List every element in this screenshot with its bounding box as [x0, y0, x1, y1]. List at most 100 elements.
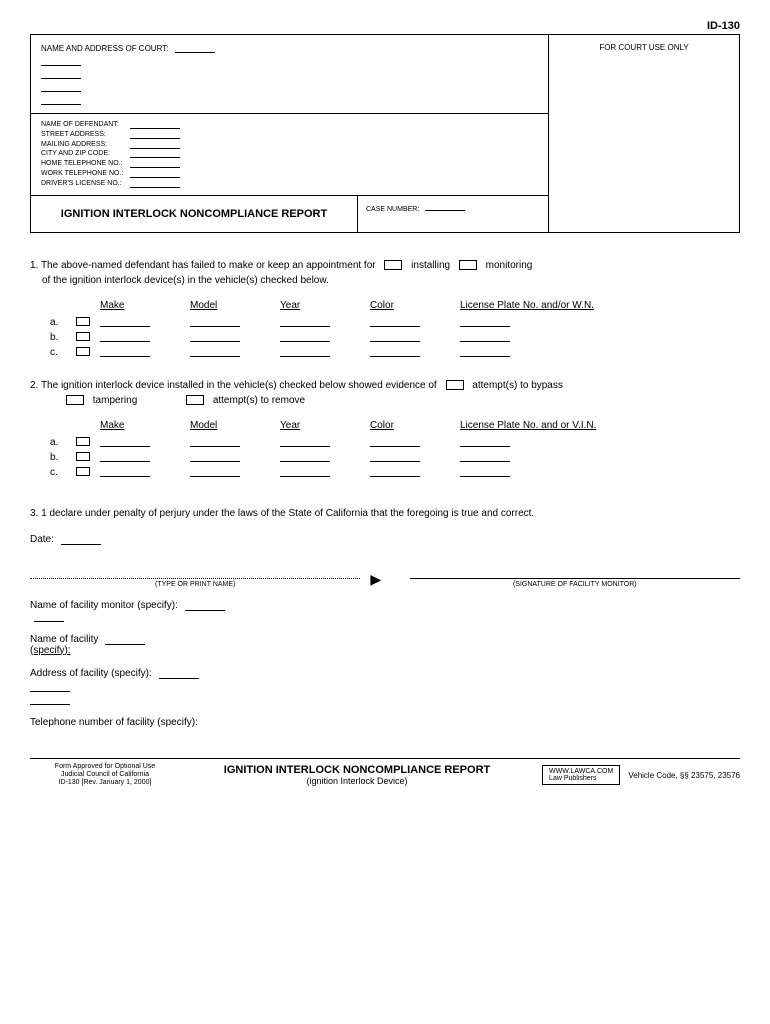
- court-field[interactable]: [175, 43, 215, 53]
- remove-label: attempt(s) to remove: [213, 395, 305, 406]
- vehicle-table-2: Make Model Year Color License Plate No. …: [50, 420, 740, 478]
- sig-left: (TYPE OR PRINT NAME): [30, 565, 360, 588]
- vt1-a-color[interactable]: [370, 317, 420, 327]
- row-a-label: a.: [50, 317, 70, 328]
- vt1-a-make[interactable]: [100, 317, 150, 327]
- vt2-a-check[interactable]: [76, 437, 90, 446]
- footer-subtitle: (ignition Interlock Device): [180, 776, 534, 786]
- remove-checkbox[interactable]: [186, 395, 204, 405]
- vt2-b-make[interactable]: [100, 452, 150, 462]
- facility-monitor-field2[interactable]: [34, 612, 64, 622]
- row-b-label: b.: [50, 332, 70, 343]
- vh-model: Model: [190, 300, 280, 311]
- vt1-row-b: b.: [50, 332, 740, 343]
- monitoring-checkbox[interactable]: [459, 260, 477, 270]
- vt2-a-model[interactable]: [190, 437, 240, 447]
- vt2-a-year[interactable]: [280, 437, 330, 447]
- row2-a-label: a.: [50, 437, 70, 448]
- vt2-c-model[interactable]: [190, 467, 240, 477]
- footer-approved-1: Form Approved for Optional Use: [30, 763, 180, 771]
- def-cityzip-field[interactable]: [130, 149, 180, 158]
- vt1-c-year[interactable]: [280, 347, 330, 357]
- court-line-2[interactable]: [41, 69, 81, 79]
- facility-address-field2[interactable]: [30, 682, 70, 692]
- vt2-c-check[interactable]: [76, 467, 90, 476]
- court-use-box: FOR COURT USE ONLY: [549, 35, 739, 232]
- facility-name-field[interactable]: [105, 635, 145, 645]
- item2-text: 2. The ignition interlock device install…: [30, 378, 740, 408]
- vt1-a-year[interactable]: [280, 317, 330, 327]
- footer-box-2: Law Publishers: [549, 775, 613, 782]
- footer-title: IGNITION INTERLOCK NONCOMPLIANCE REPORT: [180, 764, 534, 776]
- vt2-b-plate[interactable]: [460, 452, 510, 462]
- def-dl-field[interactable]: [130, 179, 180, 188]
- vt2-c-color[interactable]: [370, 467, 420, 477]
- signature-caption: (SIGNATURE OF FACILITY MONITOR): [410, 581, 740, 588]
- facility-name-label-a: Name of facility: [30, 634, 98, 645]
- case-box: CASE NUMBER:: [358, 196, 548, 232]
- def-hometel-field[interactable]: [130, 159, 180, 168]
- def-mailing-field[interactable]: [130, 140, 180, 149]
- bypass-checkbox[interactable]: [446, 380, 464, 390]
- facility-address-row: Address of facility (specify):: [30, 668, 740, 705]
- def-mailing-label: MAILING ADDRESS:: [41, 140, 126, 150]
- vt1-c-plate[interactable]: [460, 347, 510, 357]
- item3-text: 3. 1 declare under penalty of perjury un…: [30, 508, 740, 519]
- vt1-row-a: a.: [50, 317, 740, 328]
- vt2-c-year[interactable]: [280, 467, 330, 477]
- vt2-c-plate[interactable]: [460, 467, 510, 477]
- vt1-b-color[interactable]: [370, 332, 420, 342]
- facility-address-field[interactable]: [159, 669, 199, 679]
- def-street-field[interactable]: [130, 130, 180, 139]
- date-label: Date:: [30, 534, 54, 545]
- item1-text-b: of the ignition interlock device(s) in t…: [42, 275, 329, 286]
- vt2-a-make[interactable]: [100, 437, 150, 447]
- monitoring-label: monitoring: [486, 260, 533, 271]
- court-line-4[interactable]: [41, 95, 81, 105]
- vt1-c-color[interactable]: [370, 347, 420, 357]
- vh-make: Make: [100, 300, 190, 311]
- footer-approved-2: Judicial Council of California: [30, 771, 180, 779]
- installing-checkbox[interactable]: [384, 260, 402, 270]
- vt1-c-make[interactable]: [100, 347, 150, 357]
- vt1-c-model[interactable]: [190, 347, 240, 357]
- vt2-b-color[interactable]: [370, 452, 420, 462]
- row-c-label: c.: [50, 347, 70, 358]
- facility-monitor-field[interactable]: [185, 601, 225, 611]
- tampering-checkbox[interactable]: [66, 395, 84, 405]
- facility-address-field3[interactable]: [30, 695, 70, 705]
- def-name-field[interactable]: [130, 120, 180, 129]
- signature-line[interactable]: [410, 565, 740, 579]
- vt2-c-make[interactable]: [100, 467, 150, 477]
- vehicle-table-1: Make Model Year Color License Plate No. …: [50, 300, 740, 358]
- vt2-a-color[interactable]: [370, 437, 420, 447]
- vt1-a-check[interactable]: [76, 317, 90, 326]
- vt1-a-model[interactable]: [190, 317, 240, 327]
- court-line-3[interactable]: [41, 82, 81, 92]
- vt1-b-plate[interactable]: [460, 332, 510, 342]
- vt1-a-plate[interactable]: [460, 317, 510, 327]
- vt2-b-model[interactable]: [190, 452, 240, 462]
- vt2-a-plate[interactable]: [460, 437, 510, 447]
- vt1-b-check[interactable]: [76, 332, 90, 341]
- vt2-b-year[interactable]: [280, 452, 330, 462]
- court-line-1[interactable]: [41, 56, 81, 66]
- vt2-b-check[interactable]: [76, 452, 90, 461]
- court-use-label: FOR COURT USE ONLY: [599, 43, 688, 52]
- case-field[interactable]: [425, 202, 465, 211]
- def-worktel-label: WORK TELEPHONE NO.:: [41, 169, 126, 179]
- vt2-header: Make Model Year Color License Plate No. …: [50, 420, 740, 431]
- installing-label: installing: [411, 260, 450, 271]
- vt1-b-year[interactable]: [280, 332, 330, 342]
- date-field[interactable]: [61, 535, 101, 545]
- printed-name-line[interactable]: [30, 565, 360, 579]
- signature-row: (TYPE OR PRINT NAME) ▶ (SIGNATURE OF FAC…: [30, 565, 740, 588]
- vt1-b-model[interactable]: [190, 332, 240, 342]
- case-label: CASE NUMBER:: [366, 206, 419, 213]
- vt1-b-make[interactable]: [100, 332, 150, 342]
- def-worktel-field[interactable]: [130, 169, 180, 178]
- vh2-plate: License Plate No. and or V.I.N.: [460, 420, 640, 431]
- vt1-c-check[interactable]: [76, 347, 90, 356]
- item-1: 1. The above-named defendant has failed …: [30, 258, 740, 358]
- item1-text-a: 1. The above-named defendant has failed …: [30, 260, 376, 271]
